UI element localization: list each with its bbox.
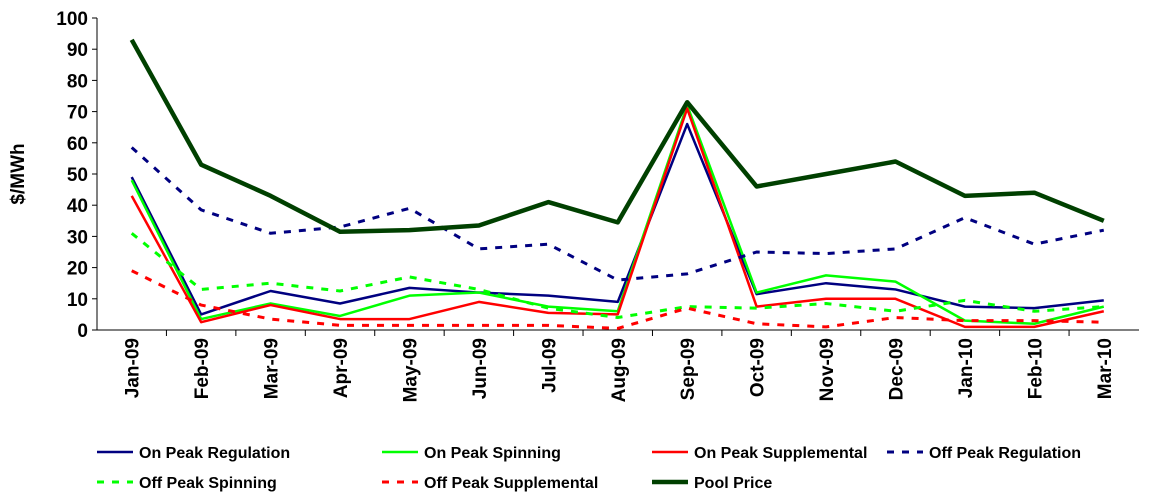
y-axis-label: $/MWh bbox=[8, 143, 29, 204]
x-tick-label: Mar-09 bbox=[262, 338, 283, 399]
y-tick-label: 20 bbox=[67, 259, 88, 280]
legend-label: On Peak Regulation bbox=[139, 445, 290, 462]
y-tick-label: 60 bbox=[67, 134, 88, 155]
series-line bbox=[130, 122, 1104, 316]
y-tick-label: 0 bbox=[77, 321, 88, 342]
x-tick-label: Jul-09 bbox=[539, 338, 560, 393]
series-line bbox=[130, 146, 1105, 282]
series-line bbox=[129, 38, 1105, 234]
y-tick-label: 10 bbox=[67, 290, 88, 311]
x-tick-label: Dec-09 bbox=[886, 338, 907, 400]
x-tick-label: Jan-10 bbox=[956, 338, 977, 398]
x-tick-label: Feb-09 bbox=[192, 338, 213, 399]
legend-label: On Peak Spinning bbox=[424, 445, 561, 462]
x-tick-label: Sep-09 bbox=[678, 338, 699, 400]
y-tick-label: 30 bbox=[67, 227, 88, 248]
series-line bbox=[130, 232, 1104, 320]
x-tick-label: Mar-10 bbox=[1095, 338, 1116, 399]
series-line bbox=[130, 107, 1105, 329]
x-tick-label: May-09 bbox=[400, 338, 421, 402]
y-tick-label: 50 bbox=[67, 165, 88, 186]
y-tick-label: 80 bbox=[67, 71, 88, 92]
x-tick-label: Jun-09 bbox=[470, 338, 491, 399]
x-tick-label: Nov-09 bbox=[817, 338, 838, 401]
legend-label: Off Peak Spinning bbox=[139, 475, 277, 492]
series-line bbox=[131, 269, 1104, 330]
legend-label: On Peak Supplemental bbox=[694, 445, 867, 462]
y-tick-label: 100 bbox=[56, 9, 88, 30]
x-tick-label: Aug-09 bbox=[609, 338, 630, 402]
y-tick-label: 40 bbox=[67, 196, 88, 217]
legend-label: Pool Price bbox=[694, 475, 772, 492]
legend-label: Off Peak Regulation bbox=[929, 445, 1081, 462]
y-tick-label: 70 bbox=[67, 103, 88, 124]
legend-label: Off Peak Supplemental bbox=[424, 475, 598, 492]
y-tick-label: 90 bbox=[67, 40, 88, 61]
x-tick-label: Jan-09 bbox=[123, 338, 144, 398]
x-tick-label: Apr-09 bbox=[331, 338, 352, 398]
x-tick-label: Feb-10 bbox=[1025, 338, 1046, 399]
x-tick-label: Oct-09 bbox=[748, 338, 769, 397]
